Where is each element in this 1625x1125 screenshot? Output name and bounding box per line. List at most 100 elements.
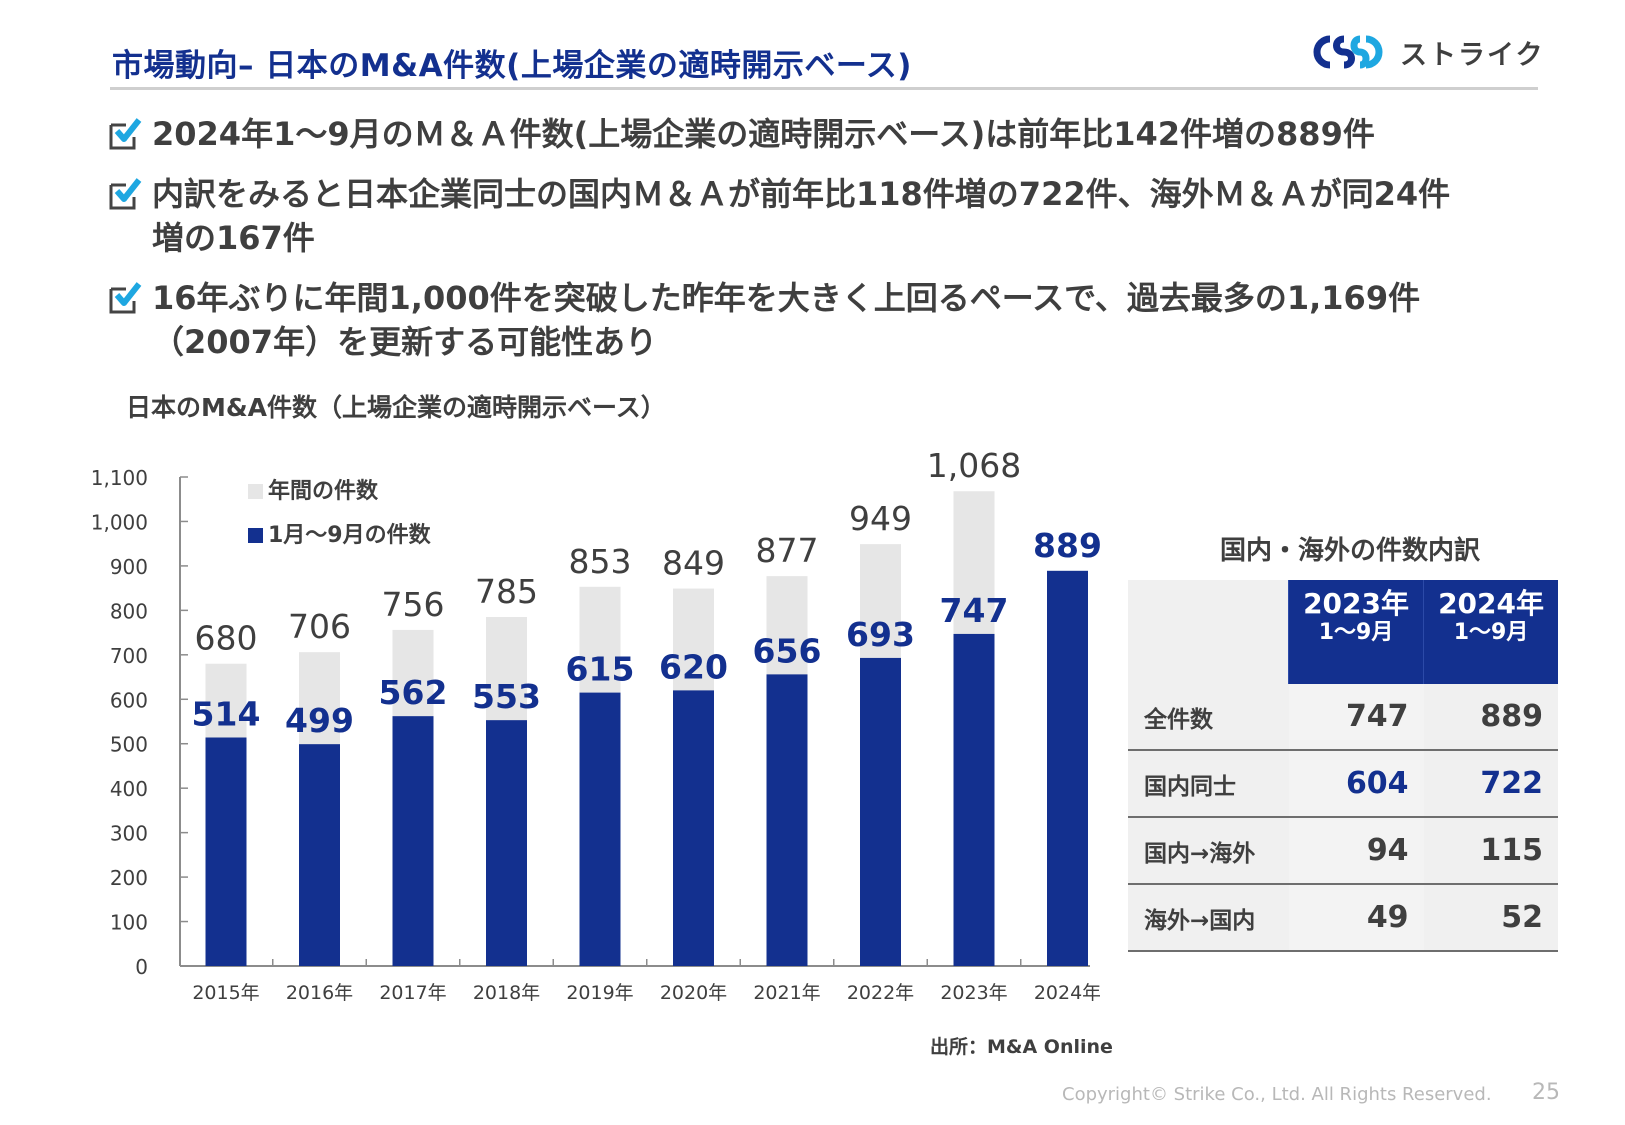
bar-jan-sep [392,716,434,966]
data-label-jan-sep: 620 [659,647,728,686]
y-tick-label: 100 [110,911,148,935]
legend-label-annual: 年間の件数 [268,478,379,504]
data-label-jan-sep: 656 [753,631,822,670]
column-period: 1～9月 [1453,620,1529,646]
row-label: 海外→国内 [1128,884,1289,952]
chart-title: 日本のM&A件数（上場企業の適時開示ベース） [126,393,666,422]
data-label-jan-sep: 514 [192,695,261,734]
y-tick-label: 400 [110,777,148,801]
title-divider [110,87,1538,90]
checkbox-checked-icon [109,282,142,314]
bar-jan-sep [673,690,714,966]
table-corner-cell [1128,580,1289,684]
table-row: 全件数 747 889 [1128,684,1558,751]
y-tick-label: 200 [110,866,148,890]
y-tick-label: 500 [110,733,148,757]
cell-value: 722 [1423,750,1558,818]
breakdown-table: 2023年 1～9月 2024年 1～9月 全件数 747 889 国内同士 6… [1128,580,1558,952]
data-label-jan-sep: 615 [566,650,635,689]
x-tick-label: 2020年 [660,982,727,1004]
x-tick-label: 2021年 [753,982,820,1004]
data-label-jan-sep: 499 [285,701,354,740]
y-tick-label: 1,100 [91,466,148,490]
y-tick-label: 300 [110,822,148,846]
bar-jan-sep [486,720,527,966]
bar-jan-sep [205,737,247,966]
y-tick-label: 600 [110,688,148,712]
bullet-item: 2024年1～9月のＭ＆Ａ件数(上場企業の適時開示ベース)は前年比142件増の8… [108,112,1548,156]
data-label-jan-sep: 889 [1033,526,1100,565]
bar-jan-sep [860,657,901,966]
table-row: 海外→国内 49 52 [1128,884,1558,952]
data-label-jan-sep: 747 [940,591,1009,630]
bullet-item: 内訳をみると日本企業同士の国内Ｍ＆Ａが前年比118件増の722件、海外Ｍ＆Ａが同… [108,172,1548,260]
legend-swatch-jan-sep [248,528,263,543]
y-tick-label: 700 [110,644,148,668]
data-label-annual: 853 [569,542,632,581]
cell-value: 604 [1288,750,1424,818]
bar-jan-sep [953,633,995,966]
y-tick-label: 1,000 [91,510,148,534]
x-tick-label: 2015年 [192,982,259,1004]
table-row: 国内同士 604 722 [1128,750,1558,818]
column-year: 2024年 [1438,587,1544,620]
checkbox-checked-icon [109,118,142,150]
x-tick-label: 2022年 [847,982,914,1004]
checkbox-checked-icon [109,178,142,210]
bullet-list: 2024年1～9月のＭ＆Ａ件数(上場企業の適時開示ベース)は前年比142件増の8… [108,112,1548,380]
bullet-item: 16年ぶりに年間1,000件を突破した昨年を大きく上回るペースで、過去最多の1,… [108,276,1548,364]
column-header-2023: 2023年 1～9月 [1287,580,1424,684]
y-tick-label: 0 [135,955,148,979]
bullet-text: 2024年1～9月のＭ＆Ａ件数(上場企業の適時開示ベース)は前年比142件増の8… [152,115,1375,153]
x-tick-label: 2023年 [940,982,1007,1004]
data-label-jan-sep: 562 [379,673,448,712]
x-tick-label: 2016年 [286,982,353,1004]
bar-jan-sep [579,692,621,966]
column-year: 2023年 [1303,587,1409,620]
copyright-text: Copyright© Strike Co., Ltd. All Rights R… [1062,1084,1492,1105]
cell-value: 747 [1288,684,1424,751]
cell-value: 115 [1423,817,1558,885]
legend-label-jan-sep: 1月～9月の件数 [268,522,432,548]
data-label-annual: 706 [288,607,351,646]
data-label-annual: 877 [756,531,819,570]
page-number: 25 [1532,1080,1560,1105]
table-header-row: 2023年 1～9月 2024年 1～9月 [1128,580,1558,684]
bar-jan-sep [299,744,340,966]
page-title: 市場動向– 日本のM&A件数(上場企業の適時開示ベース) [112,48,912,84]
company-logo: ストライク [1308,30,1544,74]
data-label-jan-sep: 693 [846,615,915,654]
bar-jan-sep [766,674,808,966]
row-label: 国内→海外 [1128,817,1289,885]
row-label: 国内同士 [1128,750,1289,818]
data-label-annual: 1,068 [927,446,1021,485]
table-row: 国内→海外 94 115 [1128,817,1558,885]
data-label-jan-sep: 553 [472,677,541,716]
y-tick-label: 900 [110,555,148,579]
x-tick-label: 2024年 [1034,982,1100,1004]
cell-value: 49 [1288,884,1424,952]
data-label-annual: 849 [662,544,725,583]
x-tick-label: 2017年 [379,982,446,1004]
strike-rings-logo-icon [1313,35,1383,69]
x-tick-label: 2018年 [473,982,540,1004]
legend-swatch-annual [248,484,263,499]
bar-jan-sep [1047,570,1088,966]
data-label-annual: 680 [195,619,258,658]
y-tick-label: 800 [110,599,148,623]
cell-value: 94 [1288,817,1424,885]
breakdown-table-title: 国内・海外の件数内訳 [1219,536,1480,566]
cell-value: 889 [1423,684,1558,751]
bullet-text: 16年ぶりに年間1,000件を突破した昨年を大きく上回るペースで、過去最多の1,… [152,279,1421,361]
column-header-2024: 2024年 1～9月 [1423,580,1558,684]
data-label-annual: 756 [382,585,445,624]
data-label-annual: 949 [849,499,912,538]
row-label: 全件数 [1128,684,1289,751]
source-note: 出所：M&A Online [930,1036,1113,1058]
cell-value: 52 [1423,884,1558,952]
column-period: 1～9月 [1318,620,1394,646]
bar-chart: 0 100 200 300 400 500 600 700 800 900 1,000 1,100 20… [91,446,1100,1004]
data-label-annual: 785 [475,572,538,611]
bullet-text: 内訳をみると日本企業同士の国内Ｍ＆Ａが前年比118件増の722件、海外Ｍ＆Ａが同… [152,175,1451,257]
logo-text: ストライク [1400,39,1545,71]
